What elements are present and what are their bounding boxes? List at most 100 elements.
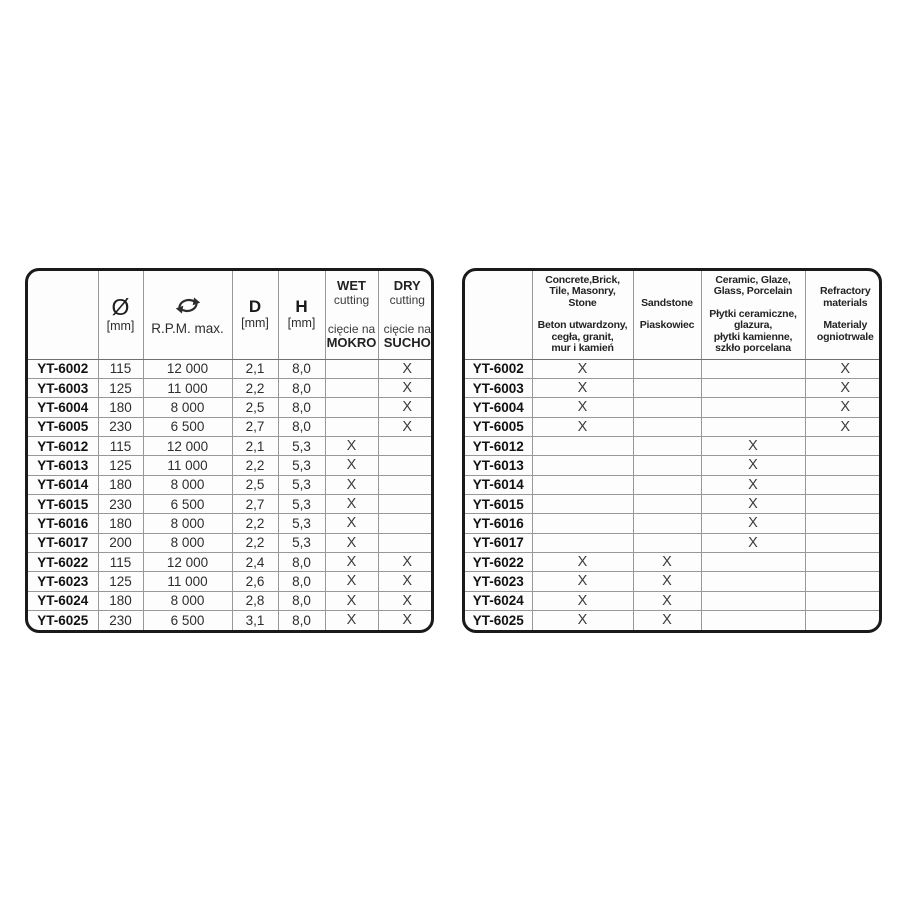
cell-diameter: 200 — [97, 532, 144, 553]
cell-refractory: X — [804, 358, 879, 379]
cell-code: YT-6005 — [465, 416, 533, 437]
cell-rpm: 11 000 — [142, 455, 233, 476]
header-empty-cell — [465, 271, 533, 360]
cell-refractory: X — [804, 397, 879, 418]
cell-ceramic — [700, 397, 806, 418]
cell-dry: X — [377, 416, 431, 437]
cell-refractory — [804, 551, 879, 573]
dry-label-pl-bold: SUCHO — [383, 335, 431, 351]
cell-h: 5,3 — [277, 455, 326, 476]
ceramic-label-en: Ceramic, Glaze, Glass, Porcelain — [713, 273, 793, 298]
cell-code: YT-6004 — [28, 397, 99, 418]
table-row: YT-6002 115 12 000 2,1 8,0 X — [28, 358, 431, 379]
cell-refractory: X — [804, 416, 879, 437]
table-row: YT-6003 X X — [465, 377, 879, 399]
cell-h: 8,0 — [277, 571, 326, 592]
dry-label-en-bold: DRY — [393, 277, 421, 293]
cell-d: 2,5 — [231, 474, 279, 495]
header-diameter: Ø [mm] — [97, 271, 144, 360]
cell-wet: X — [324, 590, 379, 611]
header-rpm: R.P.M. max. — [142, 271, 233, 360]
cell-h: 5,3 — [277, 435, 326, 457]
cell-rpm: 8 000 — [142, 532, 233, 553]
cell-concrete: X — [531, 609, 634, 630]
cell-wet: X — [324, 609, 379, 630]
diameter-symbol: Ø — [111, 293, 130, 320]
cell-d: 2,8 — [231, 590, 279, 611]
cell-code: YT-6014 — [465, 474, 533, 495]
right-materials-table: Concrete,Brick, Tile, Masonry, Stone Bet… — [462, 268, 882, 633]
cell-dry: X — [377, 590, 431, 611]
cell-diameter: 180 — [97, 474, 144, 495]
cell-dry: X — [377, 571, 431, 592]
wet-label-en-bold: WET — [337, 277, 366, 293]
table-row: YT-6012 X — [465, 435, 879, 457]
table-row: YT-6016 X — [465, 513, 879, 534]
wet-label-pl: cięcie na — [327, 321, 376, 336]
table-row: YT-6012 115 12 000 2,1 5,3 X — [28, 435, 431, 457]
cell-wet — [324, 397, 379, 418]
table-row: YT-6023 X X — [465, 571, 879, 592]
cell-dry: X — [377, 397, 431, 418]
header-sandstone: Sandstone Piaskowiec — [632, 271, 702, 360]
cell-sandstone — [632, 455, 702, 476]
cell-h: 8,0 — [277, 358, 326, 379]
cell-dry — [377, 474, 431, 495]
cell-d: 2,2 — [231, 532, 279, 553]
cell-sandstone — [632, 474, 702, 495]
cell-wet: X — [324, 435, 379, 457]
cell-h: 8,0 — [277, 551, 326, 573]
cell-concrete: X — [531, 590, 634, 611]
cell-sandstone — [632, 416, 702, 437]
cell-wet: X — [324, 455, 379, 476]
cell-concrete: X — [531, 397, 634, 418]
header-empty-cell — [28, 271, 99, 360]
cell-refractory: X — [804, 377, 879, 399]
cell-code: YT-6022 — [465, 551, 533, 573]
cell-refractory — [804, 474, 879, 495]
table-row: YT-6017 X — [465, 532, 879, 553]
sandstone-label-en: Sandstone — [641, 296, 693, 309]
cell-sandstone — [632, 358, 702, 379]
cell-rpm: 12 000 — [142, 435, 233, 457]
cell-diameter: 230 — [97, 493, 144, 515]
cell-concrete — [531, 493, 634, 515]
cell-rpm: 8 000 — [142, 397, 233, 418]
table-row: YT-6003 125 11 000 2,2 8,0 X — [28, 377, 431, 399]
cell-concrete: X — [531, 551, 634, 573]
cell-dry — [377, 455, 431, 476]
header-d: D [mm] — [231, 271, 279, 360]
d-label: D — [248, 297, 262, 317]
cell-code: YT-6003 — [465, 377, 533, 399]
cell-d: 2,7 — [231, 493, 279, 515]
cell-refractory — [804, 513, 879, 534]
cell-diameter: 230 — [97, 609, 144, 630]
cell-sandstone — [632, 397, 702, 418]
header-concrete: Concrete,Brick, Tile, Masonry, Stone Bet… — [531, 271, 634, 360]
cell-ceramic: X — [700, 513, 806, 534]
table-row: YT-6017 200 8 000 2,2 5,3 X — [28, 532, 431, 553]
cell-h: 8,0 — [277, 377, 326, 399]
cell-rpm: 11 000 — [142, 571, 233, 592]
cell-wet — [324, 358, 379, 379]
cell-concrete — [531, 532, 634, 553]
cell-h: 8,0 — [277, 416, 326, 437]
cell-diameter: 180 — [97, 590, 144, 611]
header-ceramic: Ceramic, Glaze, Glass, Porcelain Płytki … — [700, 271, 806, 360]
wet-label-pl-bold: MOKRO — [326, 335, 377, 351]
header-row: Concrete,Brick, Tile, Masonry, Stone Bet… — [465, 271, 879, 360]
cell-diameter: 125 — [97, 377, 144, 399]
cell-wet: X — [324, 513, 379, 534]
cell-rpm: 12 000 — [142, 358, 233, 379]
cell-code: YT-6002 — [28, 358, 99, 379]
cell-code: YT-6004 — [465, 397, 533, 418]
cell-code: YT-6024 — [465, 590, 533, 611]
cell-concrete — [531, 513, 634, 534]
cell-diameter: 115 — [97, 358, 144, 379]
h-label: H — [295, 297, 308, 317]
cell-sandstone: X — [632, 609, 702, 630]
cell-dry — [377, 493, 431, 515]
cell-code: YT-6016 — [28, 513, 99, 534]
cell-refractory — [804, 532, 879, 553]
cell-h: 5,3 — [277, 474, 326, 495]
